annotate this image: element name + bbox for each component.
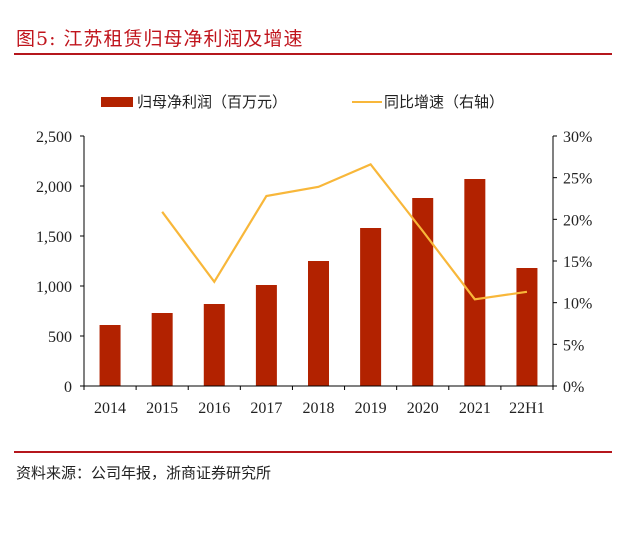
right-tick-label: 15% [563, 254, 592, 271]
x-tick-label: 2019 [355, 400, 387, 417]
x-tick-label: 2020 [407, 400, 439, 417]
bar-2020 [412, 198, 434, 386]
x-tick-label: 2021 [459, 400, 491, 417]
legend-bar-swatch [101, 97, 133, 107]
bar-22H1 [516, 268, 538, 386]
bar-2021 [464, 179, 486, 386]
x-tick-label: 2014 [94, 400, 126, 417]
x-tick-label: 2016 [198, 400, 230, 417]
x-tick-label: 22H1 [509, 400, 545, 417]
chart: 归母净利润（百万元） 同比增速（右轴） 0 500 1,000 1,500 2,000 2,5… [36, 94, 592, 417]
left-tick-label: 2,500 [36, 129, 72, 146]
left-tick-label: 2,000 [36, 179, 72, 196]
legend-bar-label: 归母净利润（百万元） [137, 94, 287, 111]
title-rule [14, 53, 612, 55]
right-tick-label: 30% [563, 129, 592, 146]
right-tick-label: 20% [563, 212, 592, 229]
left-tick-label: 0 [64, 379, 72, 396]
bar-2019 [360, 228, 382, 386]
right-tick-label: 0% [563, 379, 584, 396]
right-tick-label: 5% [563, 337, 584, 354]
x-tick-label: 2018 [303, 400, 335, 417]
bar-2016 [203, 304, 225, 386]
bar-2018 [308, 261, 329, 386]
bar-2017 [255, 285, 277, 386]
bar-2015 [151, 313, 173, 386]
left-tick-label: 1,000 [36, 279, 72, 296]
right-tick-label: 25% [563, 171, 592, 188]
bar-2014 [99, 325, 121, 386]
x-tick-label: 2015 [146, 400, 178, 417]
x-tick-label: 2017 [250, 400, 282, 417]
source-note: 资料来源：公司年报，浙商证券研究所 [16, 464, 272, 482]
bottom-rule [14, 451, 612, 453]
chart-title: 图5: 江苏租赁归母净利润及增速 [16, 28, 304, 50]
right-tick-label: 10% [563, 296, 592, 313]
left-tick-label: 1,500 [36, 229, 72, 246]
growth-line [161, 162, 528, 301]
legend-line-label: 同比增速（右轴） [384, 94, 504, 111]
left-tick-label: 500 [48, 329, 72, 346]
